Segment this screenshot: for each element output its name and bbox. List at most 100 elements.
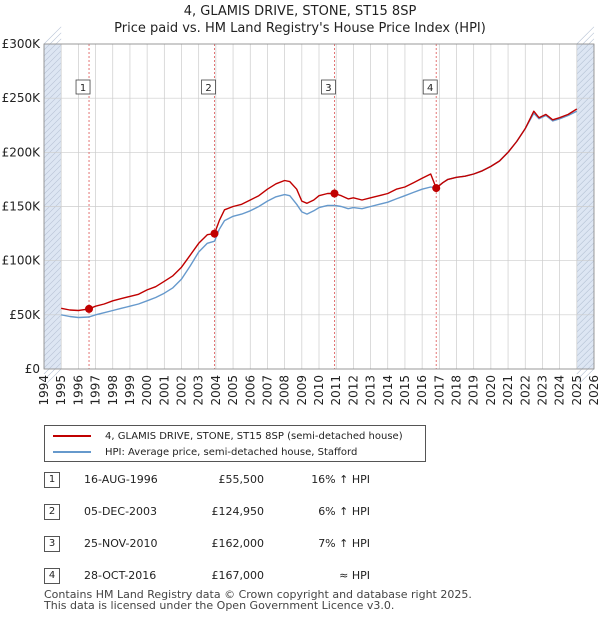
hatch-line [576,170,595,189]
hatch-line [43,296,62,315]
hatch-line [43,302,62,321]
hatch-line [576,368,595,387]
hatch-line [576,98,595,117]
hatch-line [576,260,595,279]
hatch-line [43,152,62,171]
x-tick-label: 2009 [295,375,309,406]
hatch-line [576,32,595,51]
hatch-line [576,248,595,267]
hatch-line [576,134,595,153]
sale-label: 1 [80,83,86,94]
sale-point [432,184,441,193]
hatch-line [576,242,595,261]
legend-label-property: 4, GLAMIS DRIVE, STONE, ST15 8SP (semi-d… [105,430,403,442]
hatch-line [576,350,595,369]
hatch-line [576,50,595,69]
sale-label: 2 [205,83,211,94]
hatch-line [43,86,62,105]
legend-item-hpi: HPI: Average price, semi-detached house,… [53,445,357,459]
hatch-line [43,200,62,219]
hatch-line [576,188,595,207]
hatch-line [576,74,595,93]
hatch-line [43,110,62,129]
x-tick-label: 2026 [587,375,600,406]
x-tick-label: 1997 [89,375,103,406]
x-tick-label: 2001 [157,375,171,406]
hatch-line [576,308,595,327]
hatch-line [576,314,595,333]
hatch-line [576,356,595,375]
hatch-line [576,176,595,195]
hatch-line [43,332,62,351]
y-tick-label: £100K [2,254,42,268]
hatch-line [43,344,62,363]
x-tick-label: 2021 [501,375,515,406]
hatch-line [43,188,62,207]
sale-hpi-compare: 7% ↑ HPI [318,537,370,550]
legend-swatch-property [53,435,91,437]
hatch-line [43,368,62,387]
hatch-line [576,296,595,315]
hatch-line [576,68,595,87]
sale-hpi-compare: 16% ↑ HPI [311,473,370,486]
chart-subtitle: Price paid vs. HM Land Registry's House … [114,21,486,36]
hatch-line [43,38,62,57]
x-tick-label: 2016 [415,375,429,406]
hatch-line [576,320,595,339]
hatch-line [576,62,595,81]
hatch-line [576,266,595,285]
hatch-line [576,218,595,237]
x-tick-label: 1994 [37,375,51,406]
hatch-line [576,302,595,321]
hatch-line [43,32,62,51]
hatch-line [43,164,62,183]
hatch-line [43,356,62,375]
sale-number: 2 [44,504,60,520]
hatch-line [43,350,62,369]
sale-point [210,229,219,238]
hatch-line [43,212,62,231]
sale-date: 05-DEC-2003 [84,505,158,518]
hatch-line [43,320,62,339]
hatch-line [576,224,595,243]
hatch-line [576,92,595,111]
hatch-line [43,314,62,333]
hatch-line [576,278,595,297]
hatch-line [576,194,595,213]
legend-item-property: 4, GLAMIS DRIVE, STONE, ST15 8SP (semi-d… [53,429,403,443]
x-tick-label: 2014 [381,375,395,406]
hatch-line [43,236,62,255]
hatch-line [43,182,62,201]
hatch-line [43,56,62,75]
hatch-line [43,158,62,177]
hatch-line [576,146,595,165]
hatch-line [43,116,62,135]
hatch-line [576,158,595,177]
legend-label-hpi: HPI: Average price, semi-detached house,… [105,446,358,458]
hatch-line [43,98,62,117]
hatch-line [43,260,62,279]
sale-price: £167,000 [211,569,265,582]
hatch-line [43,128,62,147]
hatch-line [576,164,595,183]
x-tick-label: 2007 [260,375,274,406]
x-tick-label: 2003 [192,375,206,406]
hatch-line [43,68,62,87]
sale-date: 25-NOV-2010 [84,537,158,550]
hatch-line [576,254,595,273]
hatch-line [576,56,595,75]
sale-date: 28-OCT-2016 [84,569,157,582]
y-tick-label: £50K [9,308,41,322]
hatch-line [43,206,62,225]
sale-price: £55,500 [218,473,265,486]
hatch-line [576,122,595,141]
hatch-line [43,218,62,237]
sale-number: 1 [44,472,60,488]
hatch-line [43,362,62,381]
x-tick-label: 1996 [71,375,85,406]
sale-row: 4 28-OCT-2016 £167,000 ≈ HPI [44,568,464,586]
hatch-line [576,200,595,219]
hatch-line [576,152,595,171]
footer: Contains HM Land Registry data © Crown c… [44,589,472,611]
